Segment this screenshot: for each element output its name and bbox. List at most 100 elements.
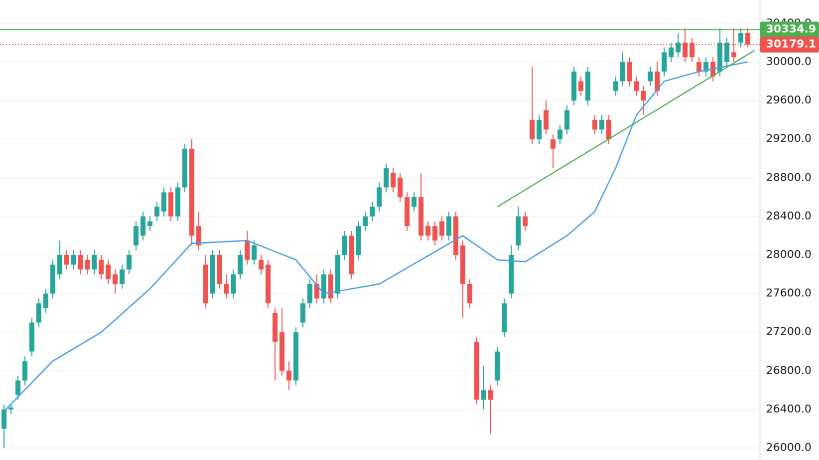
candle-body	[203, 264, 209, 304]
y-tick-label: 28000.0	[766, 248, 812, 261]
candle-body	[50, 264, 56, 294]
candle-body	[390, 172, 396, 188]
candle-body	[244, 240, 250, 260]
candle-body	[355, 226, 361, 255]
candle-body	[328, 274, 334, 299]
candle-body	[15, 380, 21, 395]
candle-body	[43, 293, 49, 309]
candle-body	[522, 216, 528, 227]
candle-body	[265, 264, 271, 304]
candle-body	[613, 81, 619, 91]
candle-body	[689, 42, 695, 58]
y-tick-label: 27600.0	[766, 287, 812, 300]
candle-body	[724, 42, 730, 62]
candle-body	[703, 61, 709, 72]
candle-body	[71, 254, 76, 265]
candle-body	[237, 254, 243, 275]
candle-body	[335, 254, 341, 294]
candle-body	[668, 47, 674, 58]
candle-body	[314, 283, 320, 299]
candle-body	[307, 283, 313, 304]
candle-body	[293, 332, 299, 381]
candle-body	[564, 110, 570, 130]
candle-body	[230, 274, 236, 294]
candle-body	[168, 192, 174, 217]
candle-body	[508, 254, 514, 294]
candle-body	[439, 221, 445, 236]
candle-body	[64, 254, 70, 265]
candle-body	[432, 226, 438, 241]
candle-body	[362, 216, 368, 227]
y-tick-label: 26400.0	[766, 402, 812, 415]
candle-body	[216, 254, 222, 284]
y-tick-label: 28400.0	[766, 209, 812, 222]
candle-body	[175, 187, 181, 217]
candle-body	[286, 370, 292, 381]
candle-body	[1, 409, 7, 429]
candle-body	[321, 274, 327, 299]
candle-body	[571, 71, 577, 101]
candle-body	[557, 129, 563, 140]
candle-body	[147, 221, 153, 227]
candle-body	[251, 245, 257, 260]
candle-body	[29, 322, 35, 352]
y-tick-label: 30000.0	[766, 55, 812, 68]
trend-line	[497, 49, 755, 208]
candle-body	[633, 81, 639, 91]
candle-body	[133, 226, 139, 246]
candle-body	[592, 119, 598, 130]
candle-body	[196, 226, 202, 246]
candle-body	[585, 71, 591, 101]
candle-body	[119, 269, 125, 284]
candle-body	[91, 254, 97, 270]
price-label: 30179.1	[766, 38, 816, 51]
candle-body	[488, 390, 493, 400]
candle-body	[223, 283, 229, 294]
candle-body	[376, 187, 382, 207]
moving-average	[3, 61, 748, 412]
candle-body	[161, 192, 167, 212]
candle-body	[453, 216, 459, 255]
candle-body	[182, 148, 188, 188]
price-label-bg	[760, 36, 819, 53]
candle-body	[529, 119, 535, 140]
candle-body	[140, 216, 146, 236]
candle-body	[8, 407, 14, 410]
candle-body	[369, 206, 375, 217]
candle-body	[84, 259, 90, 270]
candle-body	[397, 177, 403, 198]
candle-body	[474, 341, 480, 400]
y-tick-label: 26800.0	[766, 364, 812, 377]
candle-body	[210, 254, 215, 294]
candle-body	[627, 61, 632, 82]
candle-body	[731, 52, 737, 58]
candle-body	[543, 110, 549, 130]
candle-body	[446, 216, 452, 236]
candle-body	[98, 259, 104, 275]
candle-body	[154, 206, 160, 217]
y-tick-label: 28800.0	[766, 171, 812, 184]
candle-body	[481, 390, 487, 400]
candle-body	[654, 71, 660, 91]
candle-body	[404, 197, 410, 227]
candle-body	[675, 42, 681, 53]
candle-body	[77, 254, 83, 270]
price-label: 30334.9	[766, 23, 816, 36]
candle-body	[342, 235, 348, 255]
candle-body	[501, 303, 507, 333]
candle-body	[279, 332, 285, 371]
candle-body	[682, 42, 688, 58]
candle-body	[494, 351, 500, 381]
candle-body	[599, 119, 605, 130]
candle-body	[647, 71, 653, 82]
y-tick-label: 27200.0	[766, 325, 812, 338]
candle-body	[22, 361, 28, 381]
candle-body	[418, 197, 424, 236]
candle-body	[349, 235, 354, 275]
price-label-bg	[760, 21, 819, 38]
candle-body	[578, 81, 584, 91]
y-tick-label: 29600.0	[766, 94, 812, 107]
candle-body	[620, 61, 626, 82]
candle-body	[738, 33, 744, 43]
candle-body	[105, 264, 111, 280]
